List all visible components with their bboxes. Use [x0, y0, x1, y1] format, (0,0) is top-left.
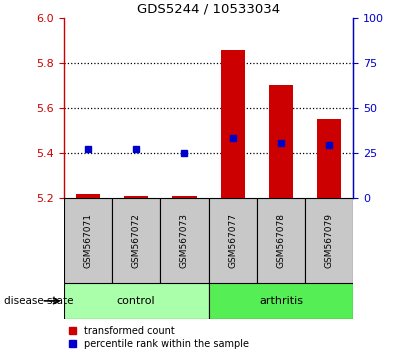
Text: GSM567078: GSM567078 — [277, 213, 286, 268]
Bar — [76, 194, 100, 198]
Bar — [269, 85, 293, 198]
Bar — [209, 198, 257, 283]
Text: GSM567071: GSM567071 — [83, 213, 92, 268]
Bar — [317, 119, 342, 198]
Text: GSM567073: GSM567073 — [180, 213, 189, 268]
Title: GDS5244 / 10533034: GDS5244 / 10533034 — [137, 2, 280, 15]
Text: control: control — [117, 296, 155, 306]
Text: GSM567077: GSM567077 — [228, 213, 237, 268]
Bar — [124, 196, 148, 198]
Text: disease state: disease state — [4, 296, 74, 306]
Text: GSM567079: GSM567079 — [325, 213, 334, 268]
Text: GSM567072: GSM567072 — [132, 213, 141, 268]
Legend: transformed count, percentile rank within the sample: transformed count, percentile rank withi… — [69, 326, 249, 349]
Bar — [221, 50, 245, 198]
Bar — [160, 198, 209, 283]
Bar — [257, 198, 305, 283]
Bar — [209, 283, 353, 319]
Text: arthritis: arthritis — [259, 296, 303, 306]
Bar — [112, 198, 160, 283]
Bar — [64, 283, 208, 319]
Bar — [64, 198, 112, 283]
Bar — [172, 196, 196, 198]
Bar — [305, 198, 353, 283]
